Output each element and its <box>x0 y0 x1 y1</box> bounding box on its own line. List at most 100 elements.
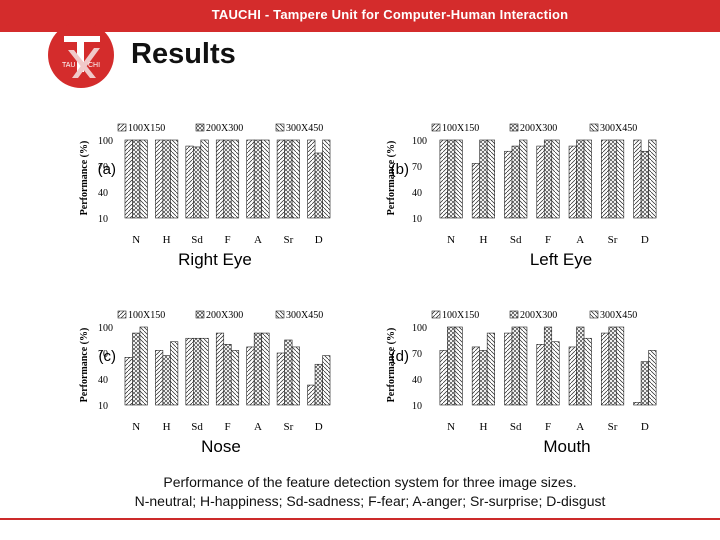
bar <box>276 139 285 219</box>
y-tick-label: 10 <box>412 401 422 412</box>
bar <box>230 139 240 219</box>
bar <box>616 139 625 219</box>
legend-label: 200X300 <box>520 123 557 134</box>
y-tick-label: 10 <box>98 214 108 225</box>
bar <box>276 352 285 406</box>
bar <box>551 139 560 219</box>
bar <box>640 150 649 219</box>
bar <box>439 139 448 219</box>
bar <box>132 139 141 219</box>
bar <box>200 139 209 219</box>
bar <box>439 350 448 406</box>
bar <box>568 346 577 406</box>
x-tick-label: H <box>163 234 171 246</box>
x-tick-label: H <box>163 421 171 433</box>
legend-label: 300X450 <box>600 123 637 134</box>
bar <box>322 139 331 219</box>
header-banner: TAUCHI - Tampere Unit for Computer-Human… <box>0 0 720 32</box>
bar <box>536 344 545 406</box>
bar <box>314 363 323 406</box>
page-title: Results <box>131 38 236 70</box>
legend-swatch <box>195 310 205 319</box>
y-tick-label: 70 <box>412 349 422 360</box>
legend-label: 100X150 <box>128 123 165 134</box>
legend-label: 300X450 <box>600 310 637 321</box>
legend-swatch <box>589 310 599 319</box>
bar <box>479 350 488 406</box>
bar <box>454 139 463 219</box>
bar <box>648 139 657 219</box>
x-tick-label: H <box>479 234 487 246</box>
y-tick-label: 40 <box>98 188 108 199</box>
x-tick-label: Sd <box>191 234 203 246</box>
logo-text-right: CHI <box>88 62 100 69</box>
x-tick-label: A <box>576 234 584 246</box>
bar <box>543 326 553 406</box>
caption-line-2: N-neutral; H-happiness; Sd-sadness; F-fe… <box>134 493 606 509</box>
y-tick-label: 100 <box>98 323 113 334</box>
bar <box>568 145 577 219</box>
y-tick-label: 100 <box>412 136 427 147</box>
bar <box>124 357 133 406</box>
bar <box>162 139 171 219</box>
bar <box>246 139 255 219</box>
bar <box>616 326 625 406</box>
x-tick-label: A <box>254 421 262 433</box>
bar <box>215 139 225 219</box>
bar <box>576 326 585 406</box>
bar <box>314 152 323 219</box>
chart-nose: Performance (%) (c) 10 40 70 100 100X150 200X30… <box>79 310 331 433</box>
x-tick-label: A <box>254 234 262 246</box>
legend-swatch <box>431 310 441 319</box>
legend-label: 100X150 <box>128 310 165 321</box>
legend-swatch <box>117 310 127 319</box>
bar <box>185 337 194 406</box>
bar <box>307 139 316 219</box>
y-tick-label: 40 <box>98 375 108 386</box>
bar <box>230 350 240 406</box>
logo-x-shape <box>68 48 100 78</box>
chart-left-eye: Performance (%)(b) 10 40 70 100 100X150 200X30… <box>386 123 657 246</box>
x-tick-label: D <box>641 421 649 433</box>
bar <box>511 326 520 406</box>
legend-label: 200X300 <box>206 123 243 134</box>
x-tick-label: Sr <box>608 234 618 246</box>
bar <box>536 145 545 219</box>
bar <box>576 139 585 219</box>
panel-label: (a) <box>98 161 116 178</box>
bar <box>633 139 642 219</box>
x-tick-label: D <box>315 234 323 246</box>
bar <box>193 146 202 219</box>
bar <box>132 332 141 406</box>
y-tick-label: 40 <box>412 375 422 386</box>
bar <box>447 139 456 219</box>
legend-swatch <box>195 123 205 132</box>
bar <box>253 332 262 406</box>
logo-text-left: TAU <box>62 62 75 69</box>
y-tick-label: 70 <box>412 162 422 173</box>
x-tick-label: Sd <box>191 421 203 433</box>
x-tick-label: Sr <box>283 421 293 433</box>
chart-xlabel-nose: Nose <box>201 437 241 456</box>
bar <box>511 145 520 219</box>
bar <box>648 350 657 406</box>
x-tick-label: Sd <box>510 421 522 433</box>
bar <box>124 139 133 219</box>
legend-swatch <box>431 123 441 132</box>
bar <box>155 350 164 406</box>
legend-label: 100X150 <box>442 123 479 134</box>
bar <box>601 332 610 406</box>
chart-mouth: Performance (%)(d) 10 40 70 100 100X150 200X30… <box>386 310 657 433</box>
bar <box>601 139 610 219</box>
x-tick-label: H <box>479 421 487 433</box>
bar <box>284 139 293 219</box>
bar <box>504 332 513 406</box>
bar <box>479 139 488 219</box>
bar <box>291 346 300 406</box>
caption-line-1: Performance of the feature detection sys… <box>163 474 577 490</box>
bar <box>155 139 164 219</box>
bar <box>504 150 513 219</box>
y-axis-title: Performance (%) <box>386 141 397 216</box>
bar <box>486 332 495 406</box>
chart-right-eye: Performance (%) (a) 10 40 70 100 100X150 200X30… <box>79 123 331 246</box>
